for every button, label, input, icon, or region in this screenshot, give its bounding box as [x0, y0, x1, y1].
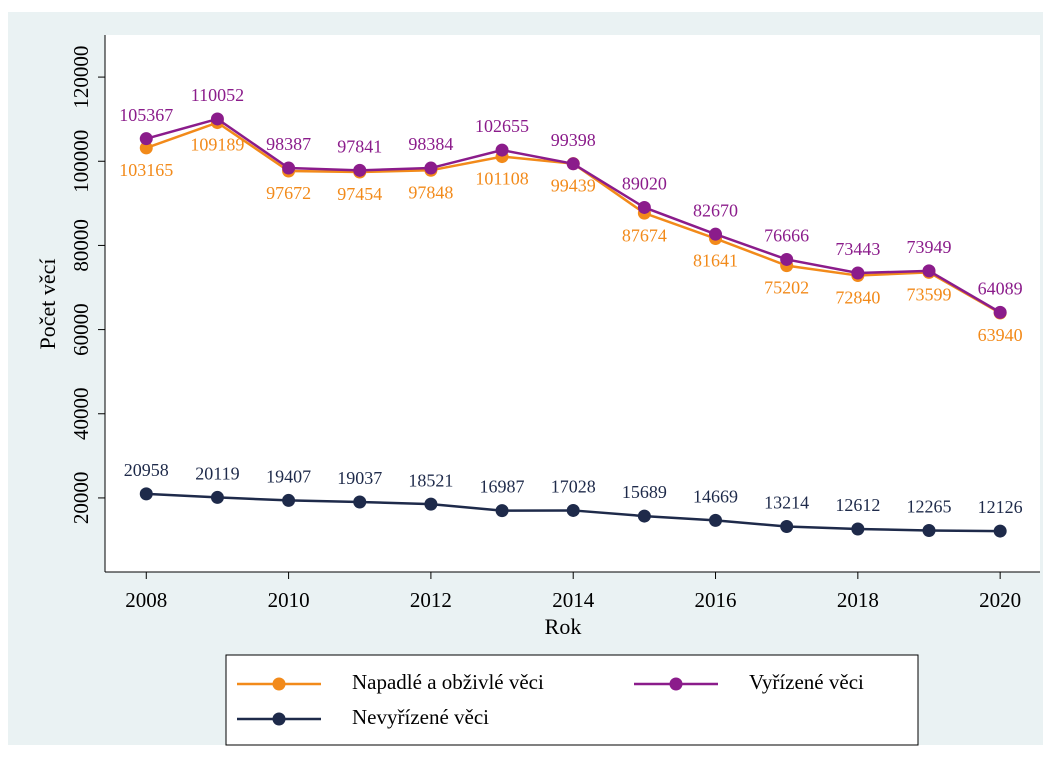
point — [139, 132, 153, 146]
y-tick-label: 120000 — [69, 46, 93, 109]
data-label: 12612 — [835, 495, 880, 515]
data-label: 72840 — [835, 288, 880, 308]
data-label: 17028 — [551, 477, 596, 497]
data-label: 63940 — [978, 325, 1023, 345]
data-label: 15689 — [622, 482, 667, 502]
data-label: 82670 — [693, 200, 738, 220]
legend-label: Vyřízené věci — [749, 670, 864, 694]
legend-marker — [669, 677, 683, 691]
data-label: 81641 — [693, 251, 738, 271]
data-label: 75202 — [764, 278, 809, 298]
legend-label: Nevyřízené věci — [352, 705, 489, 729]
data-label: 19037 — [337, 468, 382, 488]
x-tick-label: 2012 — [410, 588, 452, 612]
data-label: 103165 — [119, 160, 173, 180]
data-label: 102655 — [475, 116, 529, 136]
data-label: 13214 — [764, 493, 809, 513]
x-tick-label: 2010 — [268, 588, 310, 612]
data-label: 73443 — [835, 239, 880, 259]
point — [993, 305, 1007, 319]
point — [851, 266, 865, 280]
point — [139, 487, 153, 501]
legend-label: Napadlé a obživlé věci — [352, 670, 544, 694]
y-tick-label: 40000 — [69, 388, 93, 441]
data-label: 14669 — [693, 486, 738, 506]
point — [922, 523, 936, 537]
point — [282, 161, 296, 175]
data-label: 12126 — [978, 497, 1023, 517]
point — [282, 493, 296, 507]
data-label: 99439 — [551, 176, 596, 196]
x-axis-title: Rok — [545, 614, 582, 639]
y-tick-label: 20000 — [69, 472, 93, 525]
point — [566, 157, 580, 171]
legend-marker — [272, 677, 286, 691]
data-label: 97848 — [408, 182, 453, 202]
x-tick-label: 2020 — [979, 588, 1021, 612]
data-label: 18521 — [408, 470, 453, 490]
data-label: 99398 — [551, 130, 596, 150]
point — [353, 495, 367, 509]
point — [637, 509, 651, 523]
point — [139, 141, 153, 155]
legend-marker — [272, 712, 286, 726]
point — [210, 112, 224, 126]
data-label: 12265 — [906, 497, 951, 517]
data-label: 20119 — [195, 464, 239, 484]
x-tick-label: 2018 — [837, 588, 879, 612]
point — [922, 264, 936, 278]
data-label: 109189 — [190, 135, 244, 155]
y-tick-label: 60000 — [69, 303, 93, 356]
y-axis-title: Počet věcí — [35, 258, 60, 349]
data-label: 20958 — [124, 460, 169, 480]
y-tick-label: 80000 — [69, 219, 93, 272]
point — [851, 522, 865, 536]
data-label: 73599 — [906, 284, 951, 304]
data-label: 89020 — [622, 174, 667, 194]
data-label: 98384 — [408, 134, 453, 154]
point — [637, 200, 651, 214]
data-label: 76666 — [764, 226, 809, 246]
x-tick-label: 2014 — [552, 588, 595, 612]
legend — [225, 654, 919, 746]
data-label: 97841 — [337, 136, 382, 156]
point — [495, 504, 509, 518]
data-label: 73949 — [906, 237, 951, 257]
data-label: 64089 — [978, 279, 1023, 299]
data-label: 97454 — [337, 184, 382, 204]
point — [353, 163, 367, 177]
data-label: 105367 — [119, 105, 173, 125]
point — [709, 227, 723, 241]
point — [709, 513, 723, 527]
data-label: 87674 — [622, 225, 667, 245]
data-label: 97672 — [266, 183, 311, 203]
point — [993, 524, 1007, 538]
x-tick-label: 2008 — [125, 588, 167, 612]
data-label: 101108 — [475, 169, 528, 189]
x-tick-label: 2016 — [695, 588, 737, 612]
point — [495, 143, 509, 157]
point — [210, 490, 224, 504]
data-label: 16987 — [480, 477, 525, 497]
data-label: 98387 — [266, 134, 311, 154]
plot-area — [105, 35, 1040, 572]
point — [566, 503, 580, 517]
y-tick-label: 100000 — [69, 130, 93, 193]
point — [424, 161, 438, 175]
point — [424, 497, 438, 511]
data-label: 110052 — [191, 85, 244, 105]
point — [780, 252, 794, 266]
point — [780, 519, 794, 533]
data-label: 19407 — [266, 467, 311, 487]
